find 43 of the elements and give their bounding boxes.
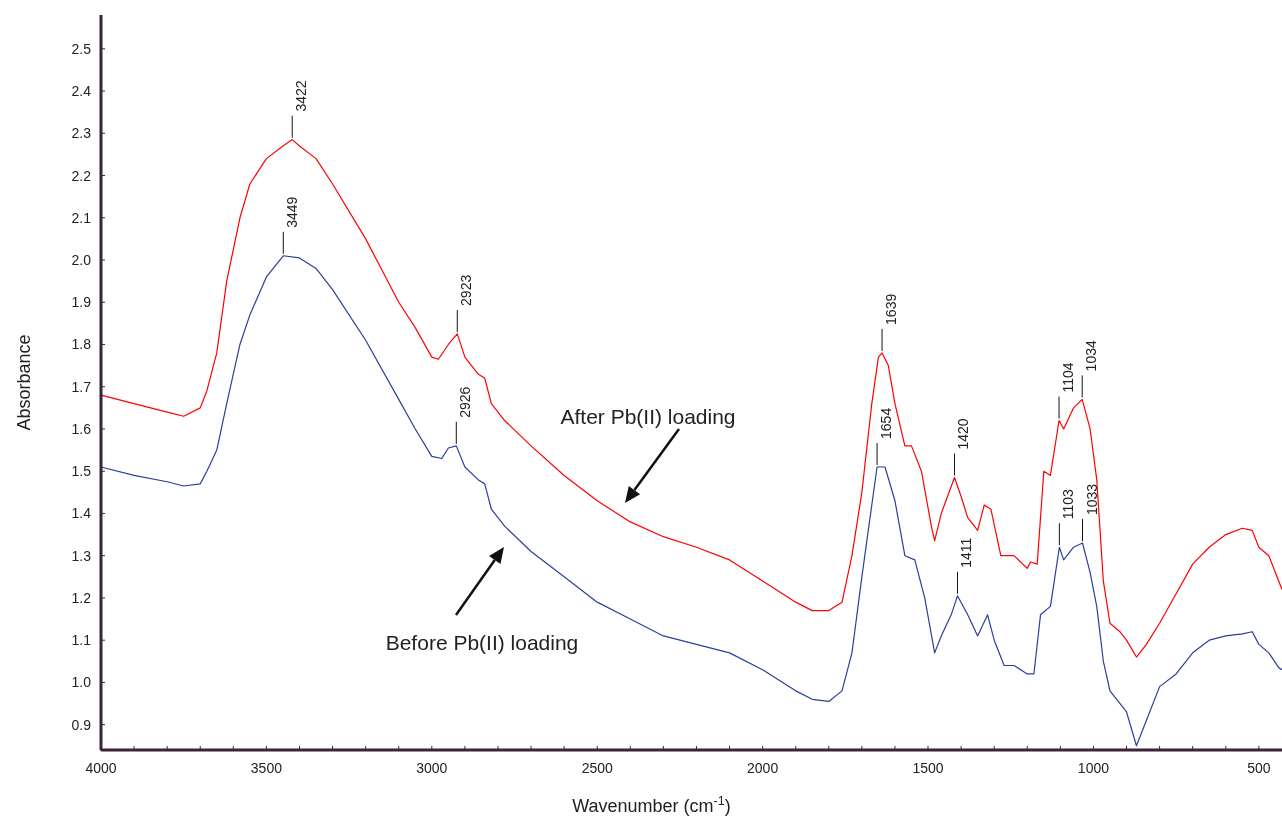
y-tick-label: 1.3 (71, 547, 92, 564)
y-tick-label: 2.5 (71, 40, 92, 57)
annotation: 1033 (1083, 483, 1100, 516)
annotation: 3449 (284, 196, 301, 228)
y-tick-label: 2.3 (71, 125, 92, 142)
annotation: 3422 (293, 80, 310, 112)
x-tick-label: 3500 (250, 760, 283, 776)
x-tick-label: 2500 (581, 760, 613, 776)
y-tick-label: 1.6 (71, 420, 92, 437)
y-tick-label: 1.1 (71, 632, 92, 649)
annotation: After Pb(II) loading (560, 405, 736, 428)
annotation: Before Pb(II) loading (385, 631, 579, 654)
annotation: 1411 (958, 537, 975, 568)
x-tick-label: 2000 (747, 760, 779, 776)
line-series (100, 139, 1282, 658)
y-tick-label: 2.4 (71, 83, 92, 100)
y-tick-label: 2.0 (71, 252, 92, 268)
annotation: 1103 (1060, 488, 1077, 520)
y-tick-label: 2.2 (71, 167, 92, 184)
annotation: 1034 (1083, 340, 1100, 372)
x-tick-label: 1000 (1077, 760, 1110, 776)
y-axis-title: Absorbance (14, 334, 34, 431)
x-tick-label: 4000 (85, 760, 117, 776)
y-tick-label: 1.5 (71, 463, 92, 480)
y-tick-label: 1.4 (71, 505, 92, 522)
y-tick-label: 2.1 (71, 209, 92, 226)
annotation: 1104 (1060, 362, 1077, 393)
annotation: 1420 (955, 418, 972, 450)
x-tick-label: 3000 (416, 760, 448, 776)
y-tick-label: 1.2 (71, 589, 92, 606)
annotation: 1654 (878, 407, 895, 439)
y-tick-label: 1.0 (71, 674, 92, 691)
x-axis-title: Wavenumber (cm$^{-1}$) (572, 794, 731, 816)
y-tick-label: 1.7 (71, 378, 92, 395)
annotation: 2926 (457, 386, 474, 418)
annotation: 2923 (458, 274, 475, 306)
x-tick-label: 500 (1247, 760, 1271, 776)
annotation: 1639 (883, 293, 900, 325)
line-series (100, 255, 1282, 747)
y-tick-label: 1.9 (71, 294, 92, 311)
y-tick-label: 0.9 (71, 716, 92, 733)
x-tick-label: 1500 (912, 760, 944, 776)
y-tick-label: 1.8 (71, 336, 92, 353)
